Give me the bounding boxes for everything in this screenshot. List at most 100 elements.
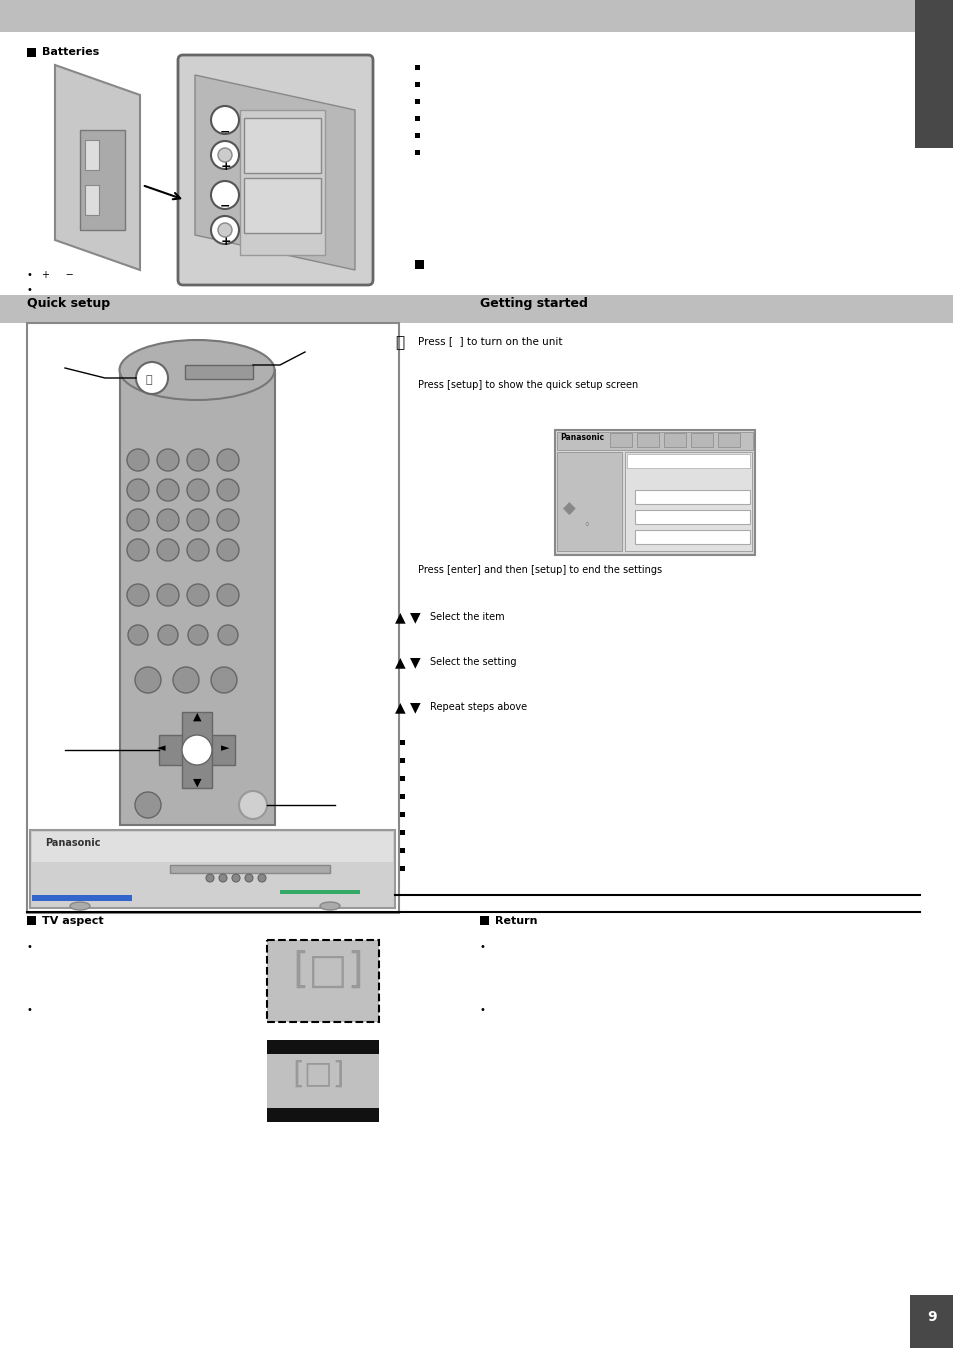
Ellipse shape bbox=[319, 902, 339, 910]
Bar bbox=[399, 794, 405, 799]
Bar bbox=[914, 0, 953, 148]
Bar bbox=[626, 454, 749, 468]
Text: Batteries: Batteries bbox=[42, 47, 99, 57]
Text: ▲ ▼: ▲ ▼ bbox=[395, 655, 420, 669]
Bar bbox=[555, 430, 754, 555]
FancyBboxPatch shape bbox=[178, 55, 373, 284]
Ellipse shape bbox=[119, 340, 274, 400]
Circle shape bbox=[127, 449, 149, 470]
Bar bbox=[182, 712, 212, 789]
Bar bbox=[415, 260, 423, 270]
Circle shape bbox=[211, 667, 236, 693]
Circle shape bbox=[216, 479, 239, 501]
Bar bbox=[415, 150, 419, 155]
Circle shape bbox=[127, 539, 149, 561]
Text: Press [  ] to turn on the unit: Press [ ] to turn on the unit bbox=[417, 336, 562, 346]
Text: ◄: ◄ bbox=[157, 743, 165, 754]
Circle shape bbox=[127, 584, 149, 607]
Bar bbox=[80, 129, 125, 231]
Text: Press [enter] and then [setup] to end the settings: Press [enter] and then [setup] to end th… bbox=[417, 565, 661, 576]
Circle shape bbox=[136, 363, 168, 394]
Bar bbox=[399, 865, 405, 871]
Bar bbox=[479, 917, 489, 925]
Circle shape bbox=[216, 539, 239, 561]
Circle shape bbox=[172, 667, 199, 693]
Text: −: − bbox=[220, 200, 231, 213]
Circle shape bbox=[211, 181, 239, 209]
Circle shape bbox=[158, 625, 178, 644]
Bar bbox=[267, 940, 378, 1022]
Bar bbox=[280, 890, 359, 894]
Text: [□]: [□] bbox=[292, 1060, 344, 1089]
Text: −: − bbox=[220, 125, 231, 137]
Circle shape bbox=[157, 479, 179, 501]
Circle shape bbox=[157, 510, 179, 531]
Bar bbox=[635, 530, 749, 545]
Text: +: + bbox=[221, 160, 232, 173]
Circle shape bbox=[182, 735, 212, 766]
Bar bbox=[244, 178, 320, 233]
Text: ▼: ▼ bbox=[193, 778, 201, 789]
Bar bbox=[399, 740, 405, 745]
Text: ►: ► bbox=[221, 743, 230, 754]
Ellipse shape bbox=[70, 902, 90, 910]
Text: ⏻: ⏻ bbox=[146, 375, 152, 386]
Text: •: • bbox=[479, 942, 485, 952]
Bar bbox=[32, 895, 132, 900]
Circle shape bbox=[188, 625, 208, 644]
Bar bbox=[557, 452, 621, 551]
Circle shape bbox=[245, 874, 253, 882]
Polygon shape bbox=[194, 75, 355, 270]
Circle shape bbox=[232, 874, 240, 882]
Text: •: • bbox=[27, 942, 32, 952]
Circle shape bbox=[187, 539, 209, 561]
Bar bbox=[85, 140, 99, 170]
Circle shape bbox=[187, 584, 209, 607]
Bar bbox=[185, 365, 253, 379]
Text: Panasonic: Panasonic bbox=[45, 838, 100, 848]
Bar bbox=[415, 82, 419, 88]
Text: ▲ ▼: ▲ ▼ bbox=[395, 611, 420, 624]
Circle shape bbox=[218, 625, 237, 644]
Bar bbox=[30, 830, 395, 909]
Bar bbox=[267, 940, 378, 1022]
Bar bbox=[415, 133, 419, 137]
Circle shape bbox=[211, 216, 239, 244]
Text: •: • bbox=[27, 270, 32, 280]
Circle shape bbox=[257, 874, 266, 882]
Bar bbox=[32, 832, 393, 861]
Circle shape bbox=[211, 142, 239, 168]
Bar bbox=[635, 491, 749, 504]
Text: Quick setup: Quick setup bbox=[27, 297, 110, 310]
Text: Select the item: Select the item bbox=[430, 612, 504, 621]
Circle shape bbox=[187, 449, 209, 470]
Circle shape bbox=[216, 510, 239, 531]
Circle shape bbox=[127, 510, 149, 531]
Bar bbox=[240, 111, 325, 255]
Bar bbox=[909, 1295, 953, 1348]
Circle shape bbox=[239, 791, 267, 820]
Text: ▲ ▼: ▲ ▼ bbox=[395, 700, 420, 714]
Text: •: • bbox=[27, 284, 32, 295]
Bar bbox=[267, 1041, 378, 1054]
Circle shape bbox=[157, 584, 179, 607]
Text: TV aspect: TV aspect bbox=[42, 917, 104, 926]
Text: Return: Return bbox=[495, 917, 537, 926]
Bar bbox=[399, 830, 405, 834]
Polygon shape bbox=[55, 65, 140, 270]
Circle shape bbox=[219, 874, 227, 882]
Text: Press [setup] to show the quick setup screen: Press [setup] to show the quick setup sc… bbox=[417, 380, 638, 390]
Text: •: • bbox=[27, 1006, 32, 1015]
Bar bbox=[0, 0, 953, 32]
Bar bbox=[663, 433, 685, 448]
Circle shape bbox=[211, 106, 239, 133]
Bar bbox=[120, 369, 274, 825]
Circle shape bbox=[187, 510, 209, 531]
Bar bbox=[609, 433, 631, 448]
Text: [□]: [□] bbox=[292, 950, 363, 992]
Bar bbox=[399, 776, 405, 780]
Bar bbox=[267, 1041, 378, 1122]
Bar bbox=[624, 452, 751, 551]
Text: ◦: ◦ bbox=[582, 520, 589, 530]
Bar bbox=[415, 98, 419, 104]
